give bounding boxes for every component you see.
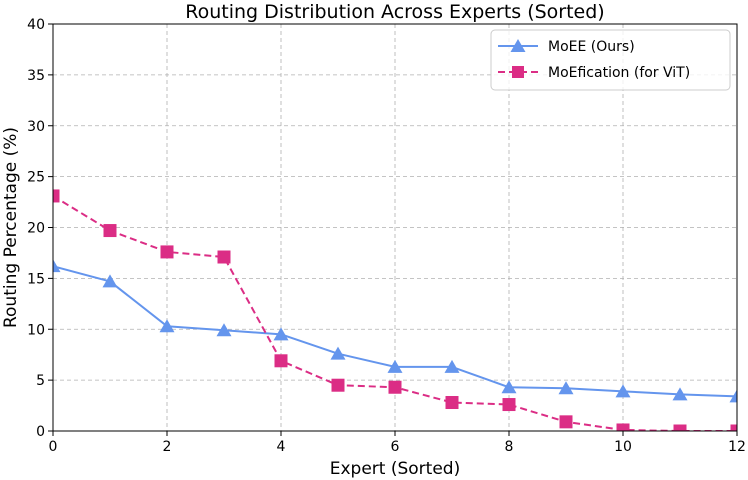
- series-layer: [53, 189, 737, 431]
- x-tick-label: 6: [391, 439, 400, 455]
- data-point-moee: [729, 389, 737, 403]
- data-point-moefication: [217, 250, 231, 264]
- data-point-moee: [387, 359, 403, 373]
- y-tick-label: 5: [36, 373, 45, 389]
- data-point-moefication: [388, 380, 402, 394]
- y-tick-label: 40: [27, 17, 45, 33]
- data-point-moefication: [616, 423, 630, 431]
- x-tick-label: 2: [163, 439, 172, 455]
- data-point-moee: [159, 319, 175, 333]
- y-tick-label: 25: [27, 170, 45, 186]
- y-tick-label: 15: [27, 271, 45, 287]
- x-tick-label: 8: [505, 439, 514, 455]
- x-tick-label: 4: [277, 439, 286, 455]
- data-point-moefication: [331, 378, 345, 392]
- y-tick-label: 35: [27, 68, 45, 84]
- data-point-moefication: [673, 424, 687, 431]
- legend-label-moefication: MoEfication (for ViT): [548, 65, 690, 81]
- y-tick-label: 10: [27, 322, 45, 338]
- data-point-moefication: [559, 415, 573, 429]
- data-point-moee: [273, 327, 289, 341]
- data-point-moefication: [445, 396, 459, 410]
- data-point-moee: [558, 381, 574, 395]
- data-point-moefication: [53, 189, 60, 203]
- y-tick-label: 30: [27, 119, 45, 135]
- legend-marker-moefication: [512, 66, 524, 78]
- chart-title: Routing Distribution Across Experts (Sor…: [185, 1, 604, 23]
- data-point-moee: [102, 274, 118, 288]
- x-axis-ticks: 0 2 4 6 8 10 12: [49, 431, 746, 455]
- data-point-moee: [501, 380, 517, 394]
- data-point-moefication: [502, 398, 516, 412]
- data-point-moee: [444, 359, 460, 373]
- data-point-moee: [672, 387, 688, 401]
- x-tick-label: 12: [728, 439, 746, 455]
- data-point-moefication: [730, 424, 737, 431]
- legend-marker-moee: [510, 39, 526, 52]
- data-point-moee: [53, 259, 61, 273]
- legend-label-moee: MoEE (Ours): [548, 39, 635, 55]
- legend-box: [490, 29, 731, 91]
- y-axis-label: Routing Percentage (%): [1, 127, 21, 328]
- data-point-moee: [615, 384, 631, 398]
- data-point-moefication: [160, 245, 174, 259]
- y-tick-label: 0: [36, 424, 45, 440]
- legend: MoEE (Ours) MoEfication (for ViT): [490, 29, 731, 91]
- x-axis-label: Expert (Sorted): [330, 459, 460, 479]
- data-point-moee: [330, 346, 346, 360]
- data-point-moee: [216, 323, 232, 337]
- x-tick-label: 0: [49, 439, 58, 455]
- y-tick-label: 20: [27, 221, 45, 237]
- y-axis-ticks: 0 5 10 15 20 25 30 35 40: [27, 17, 53, 440]
- data-point-moefication: [274, 354, 288, 368]
- data-point-moefication: [103, 224, 117, 238]
- x-tick-label: 10: [614, 439, 632, 455]
